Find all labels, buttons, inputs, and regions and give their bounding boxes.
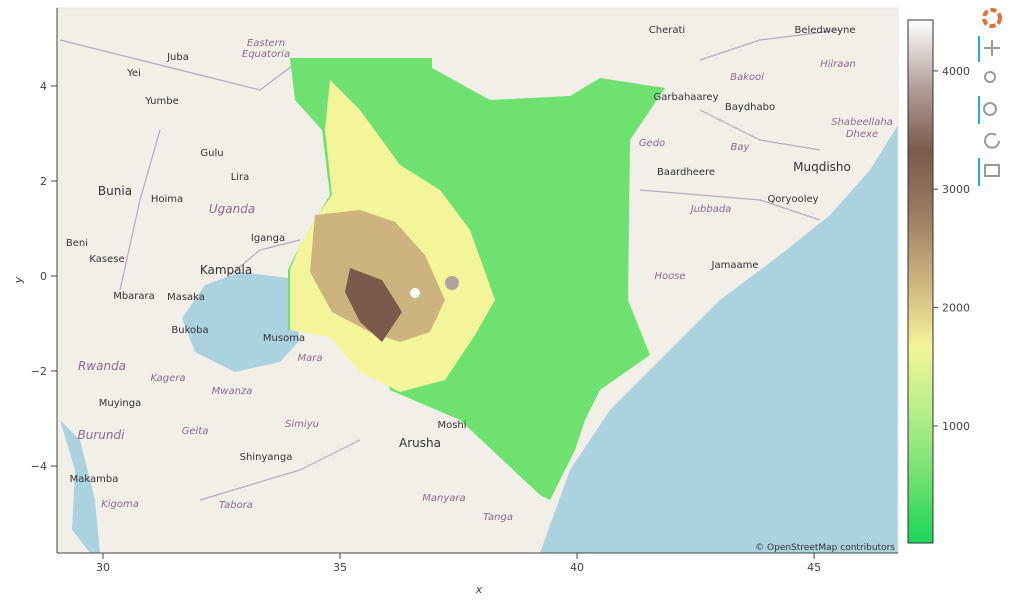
colorbar-tick-label: 3000 — [942, 183, 970, 196]
y-tick-label: −2 — [31, 365, 47, 378]
place-label: Beni — [66, 238, 88, 249]
x-tick-label: 40 — [570, 561, 584, 574]
elevation-raster — [288, 58, 665, 500]
toolbar — [978, 8, 1002, 186]
attribution: © OpenStreetMap contributors — [755, 543, 895, 553]
raster-high — [310, 210, 445, 342]
place-label: Baydhabo — [725, 102, 775, 113]
ocean — [540, 125, 898, 553]
place-label: Moshi — [437, 420, 466, 431]
place-label: Eastern — [247, 38, 285, 49]
pan-tool[interactable] — [984, 40, 1000, 56]
place-label: Kagera — [150, 373, 185, 384]
place-label: Bay — [731, 142, 751, 153]
place-label: Tanga — [483, 512, 513, 523]
colorbar — [907, 19, 934, 544]
place-label: Qoryooley — [767, 194, 818, 205]
place-label: Jamaame — [711, 260, 759, 271]
logo[interactable] — [982, 8, 1002, 28]
hover-tool[interactable] — [984, 164, 1000, 177]
place-label: Arusha — [399, 436, 441, 450]
x-axis-label: x — [475, 583, 483, 596]
raster-higher — [345, 268, 402, 342]
place-label: Kigoma — [101, 499, 139, 510]
place-label: Cherati — [649, 25, 685, 36]
place-label: Uganda — [209, 202, 255, 216]
colorbar-tick-label: 2000 — [942, 302, 970, 315]
place-label: Iganga — [251, 233, 285, 244]
colorbar-tick-label: 1000 — [942, 420, 970, 433]
place-label: Muyinga — [99, 398, 141, 409]
raster-peak — [445, 276, 459, 290]
y-tick-label: −4 — [31, 460, 47, 473]
place-label: Gedo — [639, 138, 665, 149]
place-label: Dhexe — [846, 129, 878, 140]
place-label: Rwanda — [78, 359, 126, 373]
place-label: Muqdisho — [793, 160, 851, 174]
place-label: Jubbada — [689, 204, 732, 215]
place-label: Makamba — [70, 474, 119, 485]
place-label: Tabora — [219, 500, 253, 511]
x-tick-label: 35 — [333, 561, 347, 574]
x-tick-label: 30 — [96, 561, 110, 574]
place-label: Kampala — [200, 263, 252, 277]
place-label: Shabeellaha — [831, 117, 893, 128]
y-axis-label: y — [12, 276, 25, 284]
y-tick-label: 4 — [40, 80, 47, 93]
place-label: Yumbe — [144, 96, 179, 107]
place-label: Manyara — [422, 493, 465, 504]
place-label: Bakool — [730, 72, 764, 83]
place-label: Hoose — [654, 271, 685, 282]
place-label: Garbahaarey — [653, 92, 718, 103]
lake-tanganyika — [60, 420, 100, 553]
x-tick-label: 45 — [807, 561, 821, 574]
place-label: Equatoria — [242, 49, 290, 60]
place-label: Mara — [298, 353, 323, 364]
place-label: Lira — [231, 172, 250, 183]
map: Juba Yei Yumbe Gulu Lira Bunia Hoima Uganda Igan… — [57, 8, 898, 553]
place-label: Shinyanga — [240, 452, 293, 463]
reset-tool[interactable] — [984, 132, 1000, 149]
place-label: Hoima — [151, 194, 183, 205]
wheel-zoom-tool[interactable] — [983, 102, 997, 116]
place-label: Hiiraan — [820, 59, 856, 70]
place-label: Bunia — [98, 184, 132, 198]
place-label: Kasese — [89, 254, 124, 265]
place-label: Beledweyne — [794, 25, 855, 36]
colorbar-tick-label: 4000 — [942, 65, 970, 78]
raster-peak — [410, 288, 420, 298]
place-label: Mbarara — [113, 291, 155, 302]
lake-victoria — [182, 272, 300, 372]
y-tick-label: 2 — [40, 175, 47, 188]
place-label: Mwanza — [212, 386, 253, 397]
place-label: Musoma — [263, 333, 305, 344]
place-label: Bukoba — [171, 325, 208, 336]
place-label: Burundi — [78, 428, 126, 442]
place-label: Masaka — [167, 292, 205, 303]
place-label: Geita — [182, 426, 209, 437]
place-label: Gulu — [200, 148, 223, 159]
place-label: Yei — [126, 68, 141, 79]
place-label: Simiyu — [285, 419, 319, 430]
y-tick-label: 0 — [40, 270, 47, 283]
place-label: Baardheere — [657, 167, 715, 178]
borders — [59, 29, 841, 501]
box-zoom-tool[interactable] — [984, 71, 996, 83]
place-label: Juba — [166, 52, 189, 63]
